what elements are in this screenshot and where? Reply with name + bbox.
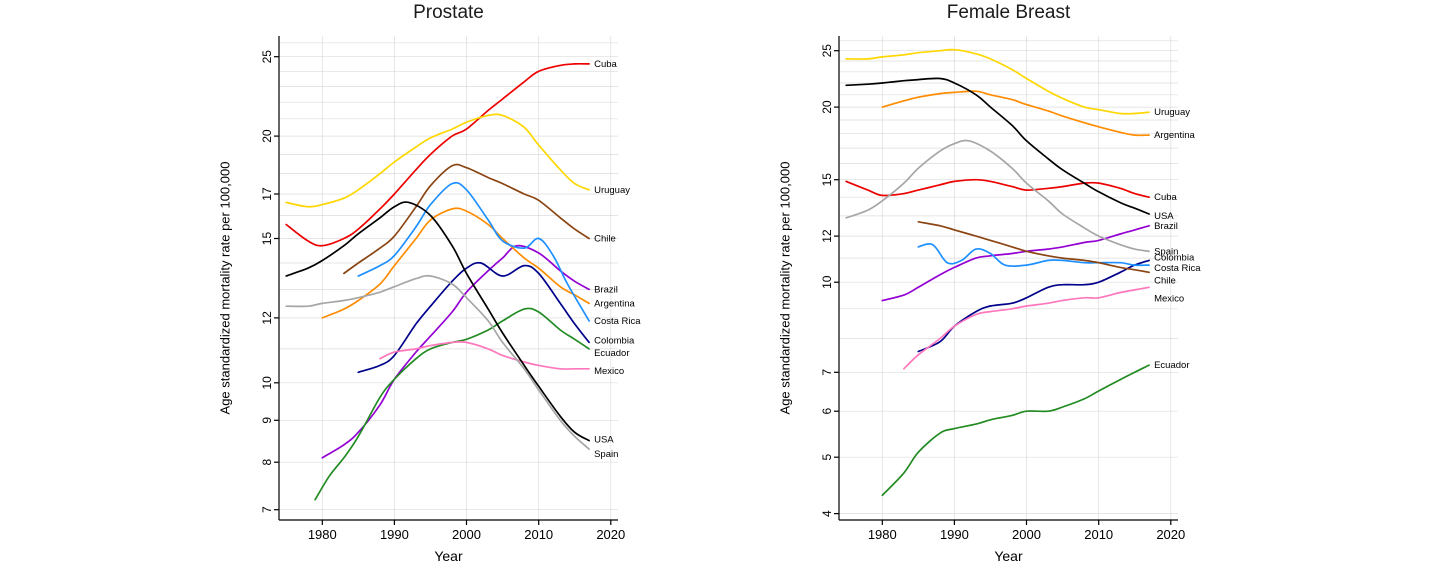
line-argentina <box>321 207 590 319</box>
x-tick-label: 2010 <box>524 527 553 542</box>
line-colombia <box>357 261 590 374</box>
gridlines <box>279 36 618 520</box>
y-tick-label: 6 <box>820 408 834 415</box>
series-label-argentina: Argentina <box>1154 130 1195 141</box>
line-costa-rica <box>917 243 1150 267</box>
line-uruguay <box>845 48 1150 115</box>
series-label-spain: Spain <box>594 449 618 460</box>
y-tick-label: 12 <box>260 311 274 325</box>
line-chile <box>343 163 590 275</box>
x-tick-label: 1980 <box>308 527 337 542</box>
female-breast-y-axis-label-wrap: Age standardized mortality rate per 100,… <box>773 28 797 548</box>
series-label-cuba: Cuba <box>594 59 617 70</box>
series-label-usa: USA <box>594 435 614 446</box>
female-breast-x-axis-label: Year <box>994 548 1023 564</box>
series-label-chile: Chile <box>1154 275 1176 286</box>
y-tick-label: 25 <box>820 44 834 58</box>
y-tick-label: 12 <box>820 229 834 243</box>
chart-title-prostate: Prostate <box>413 2 484 23</box>
series-label-ecuador: Ecuador <box>594 348 629 359</box>
prostate-chart: 7 8 9 10 12 15 17 20 25 1980 1990 2000 2010 2020 Cuba U… <box>260 36 641 542</box>
y-tick-label: 25 <box>260 50 274 64</box>
y-tick-label: 17 <box>260 187 274 201</box>
y-tick-label: 15 <box>820 173 834 187</box>
y-tick-label: 20 <box>260 129 274 143</box>
y-tick-label: 20 <box>820 100 834 114</box>
female-breast-panel: Female Breast Age standardized mortality… <box>773 2 1263 564</box>
line-mexico <box>379 340 590 370</box>
series-label-brazil: Brazil <box>594 284 618 295</box>
series-label-uruguay: Uruguay <box>1154 107 1190 118</box>
line-mexico <box>903 286 1150 370</box>
series-label-cuba: Cuba <box>1154 192 1177 203</box>
series-label-mexico: Mexico <box>594 366 624 377</box>
series-label-mexico: Mexico <box>1154 293 1184 304</box>
series-label-costa-rica: Costa Rica <box>1154 263 1201 274</box>
prostate-y-axis-label-wrap: Age standardized mortality rate per 100,… <box>213 28 237 548</box>
line-argentina <box>881 90 1150 137</box>
series-label-colombia: Colombia <box>594 335 635 346</box>
prostate-y-axis-label: Age standardized mortality rate per 100,… <box>217 161 233 415</box>
y-tick-label: 9 <box>260 417 274 424</box>
line-colombia <box>917 259 1150 353</box>
y-tick-label: 7 <box>260 506 274 513</box>
line-spain <box>285 274 590 450</box>
y-tick-label: 8 <box>260 459 274 466</box>
gridlines <box>839 36 1178 520</box>
chart-title-female-breast: Female Breast <box>946 2 1071 23</box>
line-spain <box>845 139 1150 253</box>
series-label-ecuador: Ecuador <box>1154 360 1189 371</box>
line-usa <box>845 77 1150 215</box>
x-tick-label: 2020 <box>1156 527 1185 542</box>
y-tick-label: 4 <box>820 510 834 517</box>
prostate-x-axis-label: Year <box>434 548 463 564</box>
female-breast-plot-row: Age standardized mortality rate per 100,… <box>773 28 1263 548</box>
x-tick-label: 1980 <box>868 527 897 542</box>
series-label-spain: Spain <box>1154 246 1178 257</box>
female-breast-y-axis-label: Age standardized mortality rate per 100,… <box>777 161 793 415</box>
line-costa-rica <box>357 181 590 322</box>
series-label-argentina: Argentina <box>594 298 635 309</box>
line-chile <box>917 220 1150 274</box>
series-label-costa-rica: Costa Rica <box>594 316 641 327</box>
prostate-panel: Prostate Age standardized mortality rate… <box>213 2 703 564</box>
y-tick-label: 15 <box>260 232 274 246</box>
line-brazil <box>321 244 590 459</box>
line-cuba <box>845 178 1150 199</box>
y-tick-label: 5 <box>820 454 834 461</box>
x-tick-label: 2020 <box>596 527 625 542</box>
x-tick-label: 1990 <box>380 527 409 542</box>
series-label-brazil: Brazil <box>1154 221 1178 232</box>
x-tick-label: 1990 <box>940 527 969 542</box>
line-uruguay <box>285 113 590 208</box>
line-cuba <box>285 62 590 247</box>
x-tick-label: 2000 <box>1012 527 1041 542</box>
x-tick-label: 2000 <box>452 527 481 542</box>
line-usa <box>285 201 590 442</box>
line-ecuador <box>881 364 1150 497</box>
series-label-uruguay: Uruguay <box>594 185 630 196</box>
prostate-plot-row: Age standardized mortality rate per 100,… <box>213 28 703 548</box>
series-label-chile: Chile <box>594 234 616 245</box>
series-label-usa: USA <box>1154 211 1174 222</box>
y-tick-label: 7 <box>820 369 834 376</box>
x-tick-label: 2010 <box>1084 527 1113 542</box>
series-label-colombia: Colombia <box>1154 252 1195 263</box>
line-brazil <box>881 224 1150 302</box>
y-tick-label: 10 <box>820 275 834 289</box>
female-breast-chart: 4 5 6 7 10 12 15 20 25 1980 1990 2000 2010 2020 Urugua… <box>820 36 1201 542</box>
y-tick-label: 10 <box>260 376 274 390</box>
